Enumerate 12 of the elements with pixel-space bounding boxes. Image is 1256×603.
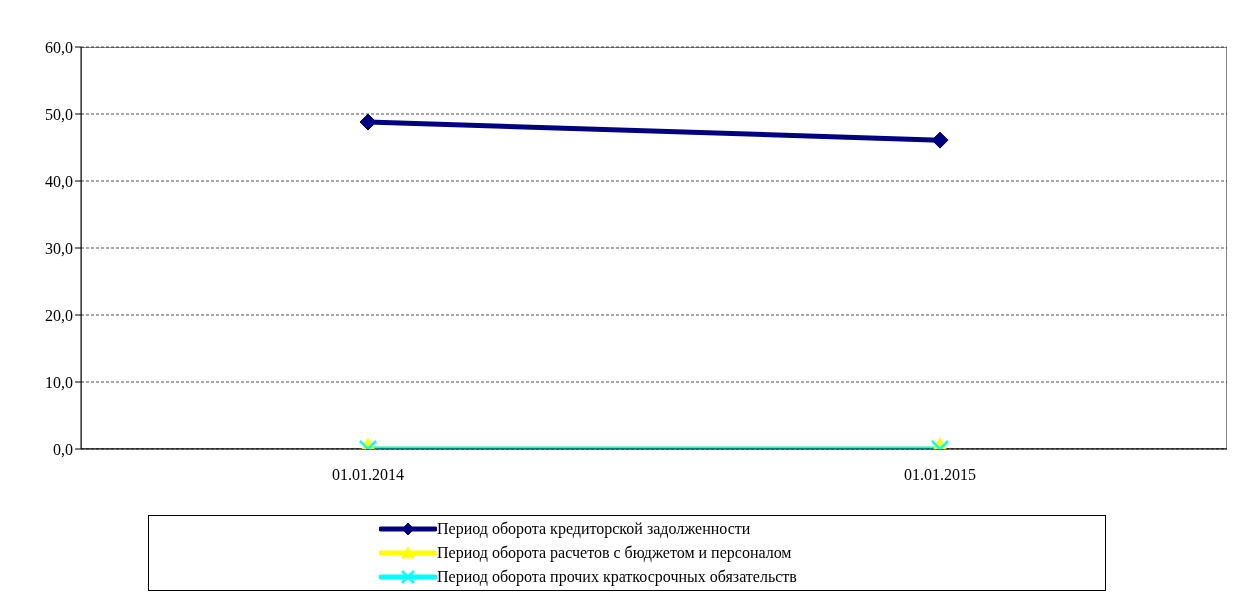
y-tick-label: 60,0 — [45, 38, 73, 56]
y-tick-label: 20,0 — [45, 306, 73, 324]
y-tick-label: 30,0 — [45, 239, 73, 257]
y-tick-label: 0,0 — [53, 440, 73, 458]
y-tick-label: 40,0 — [45, 172, 73, 190]
y-tick-label: 50,0 — [45, 105, 73, 123]
x-tick-label: 01.01.2015 — [904, 466, 976, 484]
legend-label: Период оборота кредиторской задолженности — [437, 520, 751, 538]
legend-label: Период оборота прочих краткосрочных обязательств — [437, 568, 797, 586]
legend-label: Период оборота расчетов с бюджетом и персоналом — [437, 544, 792, 562]
x-tick-label: 01.01.2014 — [332, 466, 404, 484]
y-tick-label: 10,0 — [45, 373, 73, 391]
